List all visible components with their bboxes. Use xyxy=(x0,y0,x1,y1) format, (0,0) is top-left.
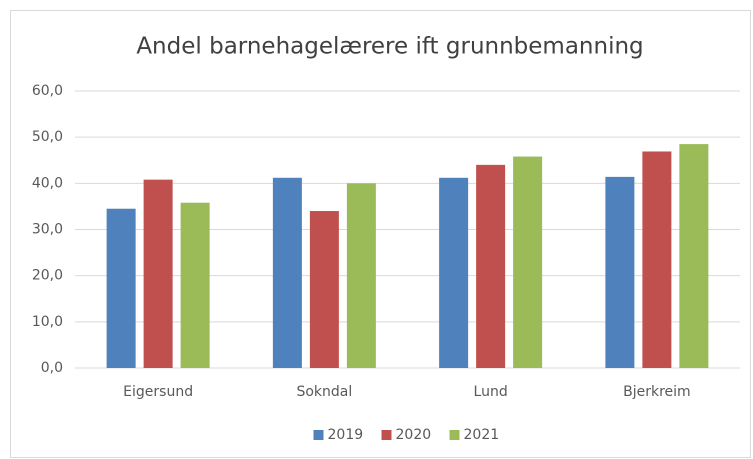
bar xyxy=(309,211,339,368)
bar xyxy=(106,208,136,368)
bar xyxy=(513,156,543,368)
y-tick-label: 0,0 xyxy=(41,360,63,376)
y-tick-label: 10,0 xyxy=(32,314,63,330)
bar xyxy=(642,151,672,368)
bar xyxy=(679,144,709,368)
y-tick-label: 50,0 xyxy=(32,129,63,145)
y-tick-label: 40,0 xyxy=(32,175,63,191)
y-tick-label: 30,0 xyxy=(32,222,63,238)
bar xyxy=(605,176,635,368)
legend-swatch xyxy=(449,430,460,440)
y-tick-label: 20,0 xyxy=(32,268,63,284)
chart-title: Andel barnehagelærere ift grunnbemanning xyxy=(136,34,643,60)
bar xyxy=(143,179,173,368)
bar xyxy=(272,177,302,368)
x-tick-label: Lund xyxy=(474,384,508,400)
bar xyxy=(180,202,210,368)
legend-swatch xyxy=(313,430,324,440)
legend-label: 2021 xyxy=(464,427,500,443)
y-tick-label: 60,0 xyxy=(32,83,63,99)
legend-label: 2019 xyxy=(328,427,364,443)
x-tick-label: Sokndal xyxy=(296,384,352,400)
bar xyxy=(439,177,469,368)
legend-swatch xyxy=(381,430,392,440)
bar xyxy=(346,183,376,368)
bar xyxy=(476,164,506,368)
legend-label: 2020 xyxy=(396,427,432,443)
x-tick-label: Bjerkreim xyxy=(623,384,691,400)
x-tick-label: Eigersund xyxy=(123,384,193,400)
